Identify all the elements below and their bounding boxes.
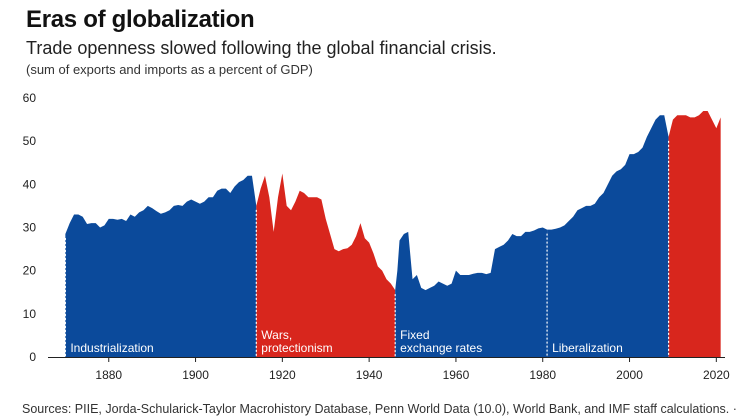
x-tick-label: 2020	[703, 368, 730, 382]
x-tick-label: 1940	[356, 368, 383, 382]
sources-footnote: Sources: PIIE, Jorda-Schularick-Taylor M…	[22, 402, 737, 416]
x-tick-label: 1980	[529, 368, 556, 382]
era-labels: Industrialization Wars,protectionism Fixed…	[70, 328, 622, 355]
era-dividers	[64, 140, 670, 357]
era-label: Industrialization	[70, 341, 153, 355]
y-tick-label: 50	[23, 134, 37, 148]
era-label: Fixed	[400, 328, 429, 342]
era-area-liberalization	[547, 115, 669, 358]
x-tick-label: 2000	[616, 368, 643, 382]
y-tick-label: 40	[23, 177, 37, 191]
y-tick-label: 10	[23, 307, 37, 321]
y-tick-label: 0	[29, 350, 36, 364]
y-tick-label: 20	[23, 264, 37, 278]
era-area-wars-protectionism	[256, 173, 396, 357]
chart-subtitle: Trade openness slowed following the glob…	[26, 38, 497, 58]
chart-title: Eras of globalization	[26, 6, 255, 33]
y-axis-ticks: 0 10 20 30 40 50 60	[23, 91, 37, 364]
x-tick-label: 1900	[182, 368, 209, 382]
x-axis-ticks: 1880 1900 1920 1940 1960 1980 2000 2020	[95, 357, 730, 382]
x-tick-label: 1920	[269, 368, 296, 382]
y-tick-label: 60	[23, 91, 37, 105]
x-tick-label: 1880	[95, 368, 122, 382]
chart-unit-note: (sum of exports and imports as a percent…	[26, 62, 313, 77]
era-label: Liberalization	[552, 341, 623, 355]
era-area-industrialization	[65, 175, 257, 357]
era-label: Wars,	[261, 328, 292, 342]
era-areas	[65, 110, 721, 358]
era-area-post-crisis	[668, 110, 721, 357]
era-area-fixed-exchange-rates	[395, 227, 548, 357]
y-tick-label: 30	[23, 221, 37, 235]
x-tick-label: 1960	[443, 368, 470, 382]
era-label: exchange rates	[400, 341, 482, 355]
era-label: protectionism	[261, 341, 332, 355]
